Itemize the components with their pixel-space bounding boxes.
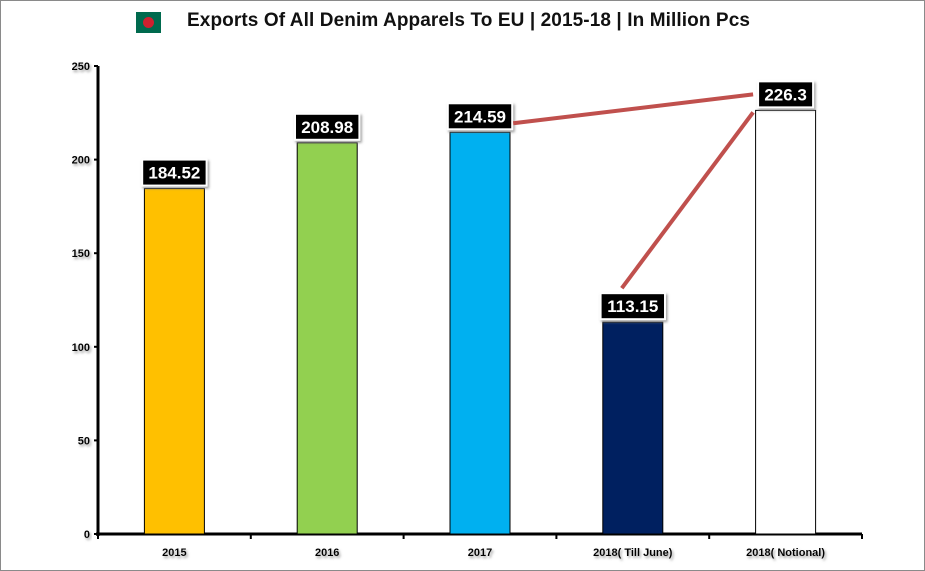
x-tick-label: 2018( Till June) xyxy=(593,547,673,559)
x-tick-label: 2016 xyxy=(315,547,339,559)
y-tick-label: 150 xyxy=(72,248,90,260)
data-label: 226.3 xyxy=(764,85,807,104)
x-tick-label: 2018( Notional) xyxy=(746,547,825,559)
x-tick-label: 2015 xyxy=(162,547,186,559)
data-label-box xyxy=(143,160,206,185)
data-label: 184.52 xyxy=(148,164,200,183)
y-tick-label: 0 xyxy=(84,529,90,541)
data-label: 208.98 xyxy=(301,118,353,137)
data-label-box xyxy=(601,294,664,319)
annotation-line-2017-to-notional xyxy=(512,92,754,126)
y-tick-label: 250 xyxy=(72,61,90,73)
y-tick-label: 200 xyxy=(72,155,90,167)
bangladesh-flag-icon xyxy=(136,12,161,33)
bar-2018-notional- xyxy=(755,109,817,535)
data-label: 214.59 xyxy=(454,107,506,126)
bar-2015 xyxy=(143,188,205,535)
bar-2018-till-june- xyxy=(602,321,664,535)
data-label-box xyxy=(296,114,359,139)
bar-2016 xyxy=(296,142,358,535)
data-label-box xyxy=(759,82,813,107)
bar-2017 xyxy=(449,131,511,535)
y-tick-label: 50 xyxy=(78,435,90,447)
x-tick-label: 2017 xyxy=(468,547,492,559)
data-label: 113.15 xyxy=(607,297,658,316)
data-label-box xyxy=(448,104,512,129)
chart-title: Exports Of All Denim Apparels To EU | 20… xyxy=(187,10,751,31)
annotation-line-till-june-to-notional xyxy=(620,111,755,290)
y-tick-label: 100 xyxy=(72,342,90,354)
